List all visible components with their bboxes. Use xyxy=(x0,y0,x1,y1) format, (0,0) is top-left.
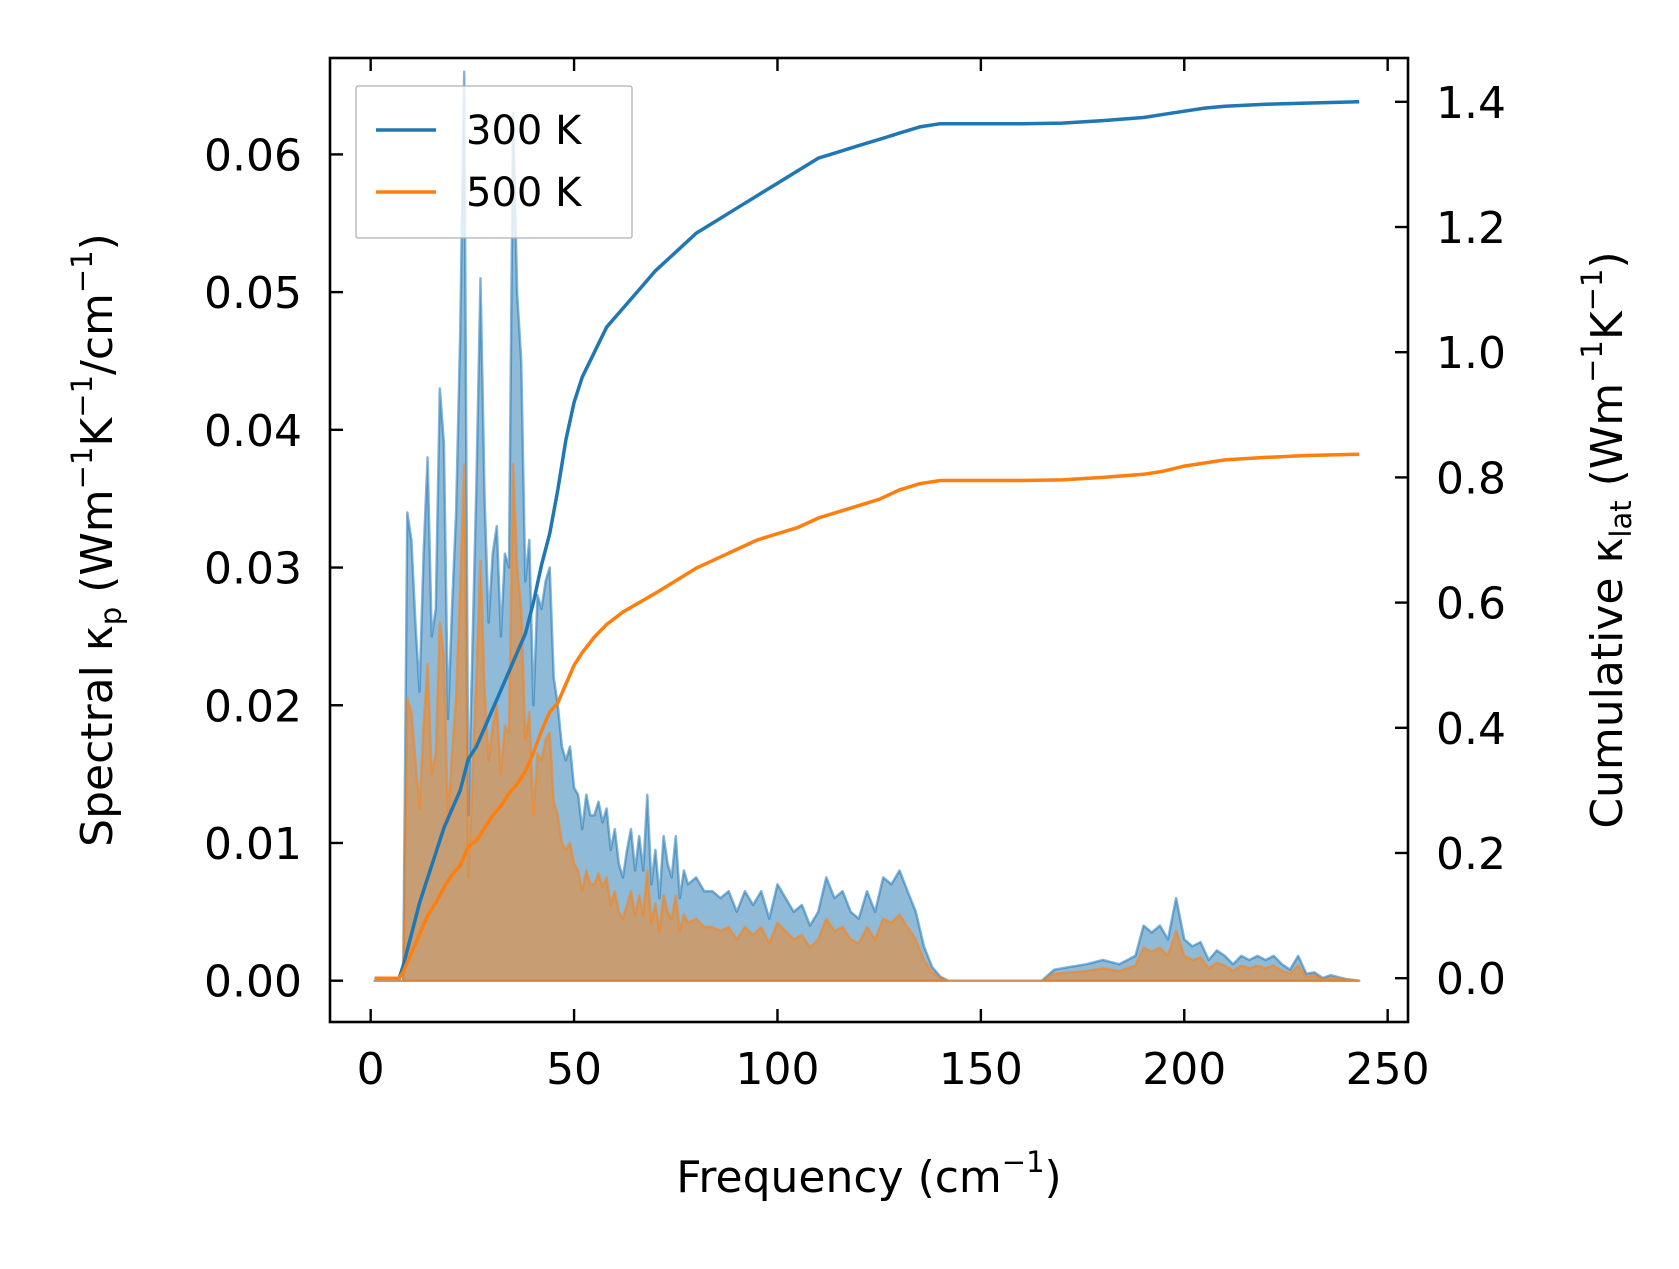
y-right-tick-label: 0.2 xyxy=(1436,829,1506,880)
y-left-tick-label: 0.02 xyxy=(204,681,302,732)
cumulative-line-500k xyxy=(374,452,1360,980)
yl-sub: p xyxy=(94,607,128,625)
yl-sup3: −1 xyxy=(65,250,99,293)
x-tick-label: 100 xyxy=(735,1044,819,1095)
yr-mid1: (Wm xyxy=(1582,383,1633,501)
axis-ticks: 0 50 100 150 200 2500.000.010.020.030.040.050… xyxy=(204,58,1506,1095)
y-axis-right-label: Cumulative κlat (Wm−1K−1) xyxy=(1575,251,1638,828)
yr-pre: Cumulative κ xyxy=(1582,538,1633,829)
y-right-tick-label: 1.4 xyxy=(1436,78,1506,129)
y-right-tick-label: 0.0 xyxy=(1436,954,1506,1005)
y-left-tick-label: 0.00 xyxy=(204,957,302,1008)
y-right-tick-label: 1.2 xyxy=(1436,203,1506,254)
yl-pre: Spectral κ xyxy=(72,625,123,847)
yr-sup1: −1 xyxy=(1575,340,1609,383)
yr-end: ) xyxy=(1582,251,1633,268)
y-right-tick-label: 0.8 xyxy=(1436,453,1506,504)
spectral-fills xyxy=(373,70,1361,982)
x-label-sup: −1 xyxy=(1002,1145,1045,1179)
y-right-tick-label: 0.6 xyxy=(1436,579,1506,630)
yl-mid3: /cm xyxy=(72,293,123,375)
cumulative-line-300k xyxy=(374,100,1360,980)
legend-label-500k: 500 K xyxy=(466,170,583,216)
yr-mid2: K xyxy=(1582,310,1633,340)
legend-label-300k: 300 K xyxy=(466,108,583,154)
x-axis-label: Frequency (cm−1) xyxy=(676,1145,1061,1203)
x-tick-label: 0 xyxy=(357,1044,385,1095)
yr-sup2: −1 xyxy=(1575,269,1609,312)
x-label-main: Frequency (cm xyxy=(676,1152,1002,1203)
yl-mid1: (Wm xyxy=(72,489,123,607)
yl-sup2: −1 xyxy=(65,375,99,418)
yl-end: ) xyxy=(72,233,123,250)
y-left-tick-label: 0.04 xyxy=(204,406,302,457)
legend-box xyxy=(355,85,633,239)
yr-sub: lat xyxy=(1604,500,1638,537)
spectral-fill-500k xyxy=(373,463,1361,982)
y-left-tick-label: 0.03 xyxy=(204,544,302,595)
x-tick-label: 50 xyxy=(546,1044,602,1095)
x-label-end: ) xyxy=(1045,1152,1062,1203)
y-right-tick-label: 0.4 xyxy=(1436,704,1506,755)
y-left-tick-label: 0.05 xyxy=(204,268,302,319)
y-right-tick-label: 1.0 xyxy=(1436,328,1506,379)
yl-sup1: −1 xyxy=(65,447,99,490)
legend: 300 K 500 K xyxy=(355,85,633,239)
x-tick-label: 150 xyxy=(939,1044,1023,1095)
cumulative-lines xyxy=(374,100,1360,980)
x-tick-label: 200 xyxy=(1142,1044,1226,1095)
x-tick-label: 250 xyxy=(1346,1044,1430,1095)
yl-mid2: K xyxy=(72,417,123,447)
y-left-tick-label: 0.06 xyxy=(204,130,302,181)
y-axis-left-label: Spectral κp (Wm−1K−1/cm−1) xyxy=(65,233,128,847)
y-left-tick-label: 0.01 xyxy=(204,819,302,870)
plot-frame xyxy=(328,56,1410,1024)
